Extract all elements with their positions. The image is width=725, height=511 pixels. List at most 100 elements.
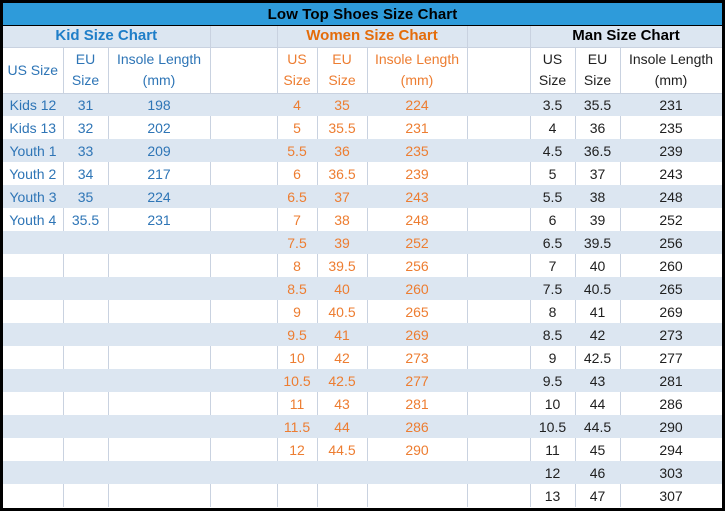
man-insole-cell: 235: [620, 116, 722, 139]
kid-insole-cell: 224: [147, 188, 171, 205]
table-row: 12 44.5 290 11 45 294: [3, 438, 722, 461]
separator-cell: [210, 392, 278, 415]
man-eu-cell: 40.5: [583, 280, 612, 297]
table-row: Youth 2 34 217 6 36.5 239 5 37 243: [3, 162, 722, 185]
women-us-cell: 10: [277, 346, 318, 369]
man-eu-cell: 44: [575, 392, 621, 415]
man-eu-cell: 44.5: [583, 418, 612, 435]
women-us-cell: 7: [277, 208, 318, 231]
women-us-cell: 10.5: [283, 372, 311, 389]
man-insole-cell: 231: [659, 96, 683, 113]
man-us-cell: 8.5: [542, 326, 563, 343]
women-eu-cell: [317, 461, 367, 484]
kid-insole-cell: [108, 415, 210, 438]
man-us-cell: 11: [530, 438, 576, 461]
women-eu-cell: 42: [317, 346, 368, 369]
separator-cell: [210, 208, 278, 231]
kid-eu-cell: 35.5: [63, 208, 109, 231]
kid-eu-cell: 31: [77, 96, 94, 113]
women-insole-length-header: Insole Length (mm): [367, 47, 468, 94]
man-eu-cell: 47: [575, 484, 621, 507]
women-us-cell: 4: [293, 96, 301, 113]
women-insole-cell: 277: [405, 372, 429, 389]
kid-eu-cell: [63, 231, 108, 254]
women-eu-cell: 39.5: [317, 254, 368, 277]
man-eu-cell: 36.5: [583, 142, 612, 159]
separator-cell: [467, 438, 531, 461]
chart-title: Low Top Shoes Size Chart: [267, 5, 458, 23]
kid-us-cell: [3, 392, 64, 415]
kid-us-cell: [3, 231, 63, 254]
women-eu-cell: 43: [317, 392, 368, 415]
kid-us-cell: [3, 415, 63, 438]
kid-eu-cell: [63, 346, 109, 369]
man-us-cell: 10.5: [538, 418, 567, 435]
man-us-cell: 6: [530, 208, 576, 231]
kid-insole-cell: [108, 369, 210, 392]
separator-cell: [467, 254, 531, 277]
kid-insole-cell: 198: [147, 96, 171, 113]
separator-cell: [467, 93, 530, 116]
separator-cell: [467, 139, 530, 162]
table-row: 8 39.5 256 7 40 260: [3, 254, 722, 277]
women-us-cell: 11.5: [283, 418, 311, 435]
kid-eu-cell: [63, 392, 109, 415]
women-insole-cell: 269: [405, 326, 429, 343]
women-insole-cell: 224: [405, 96, 429, 113]
kid-insole-cell: [108, 300, 211, 323]
separator-cell: [210, 231, 277, 254]
table-row: Youth 3 35 224 6.5 37 243 5.5 38 248: [3, 185, 722, 208]
kid-us-cell: Youth 2: [3, 162, 64, 185]
women-insole-cell: 260: [405, 280, 429, 297]
separator-cell: [210, 323, 277, 346]
women-us-cell: 8: [277, 254, 318, 277]
man-eu-cell: 38: [589, 188, 606, 205]
kid-us-cell: Kids 12: [9, 96, 57, 113]
table-row: 8.5 40 260 7.5 40.5 265: [3, 277, 722, 300]
kid-insole-cell: [108, 346, 211, 369]
kid-us-cell: [3, 277, 63, 300]
man-insole-cell: 290: [659, 418, 683, 435]
kid-eu-cell: 32: [63, 116, 109, 139]
women-eu-size-header: EU Size: [317, 47, 368, 94]
women-us-cell: 6: [277, 162, 318, 185]
man-us-size-header: US Size: [530, 47, 576, 94]
kid-eu-cell: 35: [77, 188, 94, 205]
women-insole-cell: 273: [367, 346, 468, 369]
man-eu-cell: 35.5: [583, 96, 612, 113]
man-eu-size-header: EU Size: [575, 47, 621, 94]
women-us-cell: 7.5: [287, 234, 307, 251]
women-eu-cell: 35: [334, 96, 350, 113]
man-eu-cell: 39: [575, 208, 621, 231]
kid-us-cell: [3, 461, 63, 484]
women-insole-cell: 252: [405, 234, 429, 251]
man-us-cell: 5: [530, 162, 576, 185]
man-us-cell: 13: [530, 484, 576, 507]
table-row: 11.5 44 286 10.5 44.5 290: [3, 415, 722, 438]
man-insole-cell: 252: [620, 208, 722, 231]
women-insole-cell: 231: [367, 116, 468, 139]
man-insole-cell: 303: [659, 464, 683, 481]
man-eu-cell: 37: [575, 162, 621, 185]
kid-insole-cell: 209: [147, 142, 171, 159]
women-us-cell: [277, 461, 317, 484]
kid-us-size-header: US Size: [3, 47, 64, 94]
women-insole-cell: 281: [367, 392, 468, 415]
table-row: 9 40.5 265 8 41 269: [3, 300, 722, 323]
man-insole-cell: 281: [659, 372, 683, 389]
man-insole-cell: 269: [620, 300, 722, 323]
man-insole-cell: 265: [659, 280, 683, 297]
man-us-cell: 6.5: [542, 234, 563, 251]
man-eu-cell: 41: [575, 300, 621, 323]
women-us-cell: 8.5: [287, 280, 307, 297]
man-eu-cell: 46: [589, 464, 606, 481]
separator-cell: [467, 323, 530, 346]
kid-insole-cell: [108, 323, 210, 346]
man-us-cell: 8: [530, 300, 576, 323]
kid-us-cell: [3, 300, 64, 323]
separator-cell: [210, 346, 278, 369]
women-eu-cell: [317, 484, 368, 507]
women-insole-cell: [367, 484, 468, 507]
separator-cell: [210, 162, 278, 185]
kid-section-label: Kid Size Chart: [3, 26, 211, 48]
